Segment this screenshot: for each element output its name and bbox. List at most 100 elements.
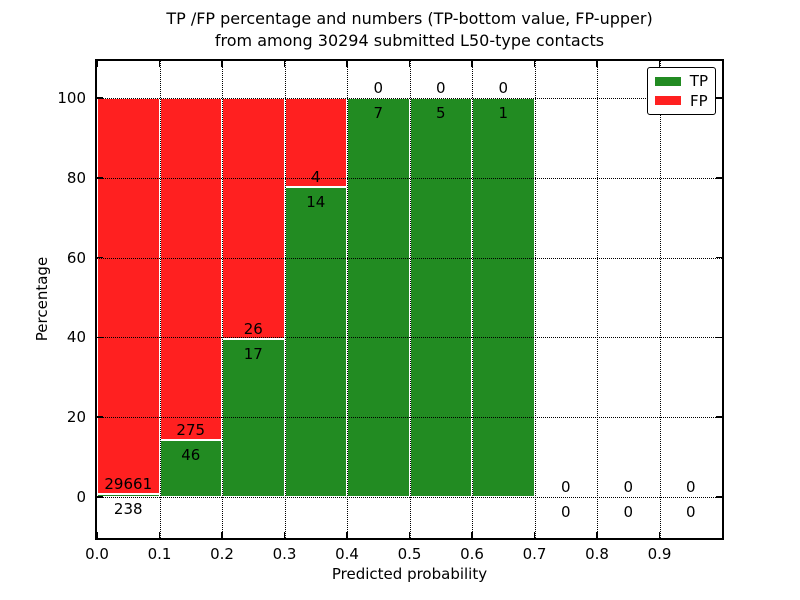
bar-segment-tp: [159, 439, 222, 497]
y-tick-right: [716, 496, 722, 498]
x-tick-top: [283, 61, 286, 67]
bar-segment-tp: [284, 186, 347, 497]
bar-label-tp: 7: [373, 104, 384, 123]
x-tick-label: 0.1: [147, 545, 172, 563]
gridline-vertical: [222, 61, 223, 538]
gridline-vertical: [409, 61, 411, 538]
x-tick-top: [533, 61, 536, 67]
gridline-vertical: [347, 61, 348, 538]
gridline-vertical: [659, 61, 661, 538]
legend-label-fp: FP: [690, 91, 708, 110]
y-tick-right: [716, 256, 722, 259]
legend: TP FP: [647, 67, 716, 115]
gridline-vertical: [534, 61, 536, 538]
x-tick-top: [471, 61, 473, 67]
bar-segment-tp: [97, 493, 160, 497]
bar-label-tp: 0: [685, 502, 696, 521]
x-tick-top: [658, 61, 661, 67]
y-tick-label: 0: [76, 487, 86, 506]
x-tick-bottom: [96, 532, 98, 538]
x-tick-bottom: [408, 532, 411, 538]
x-tick-label: 0.4: [335, 545, 359, 563]
bar-label-fp: 0: [623, 477, 634, 496]
y-tick-right: [716, 97, 722, 99]
bar-label-fp: 4: [310, 167, 321, 186]
x-tick-label: 0.2: [210, 545, 234, 563]
bar-label-fp: 0: [498, 79, 509, 98]
x-tick-bottom: [283, 532, 286, 538]
x-tick-label: 0.7: [522, 545, 547, 563]
legend-swatch-tp: [655, 76, 681, 86]
y-tick-label: 100: [57, 89, 86, 108]
x-tick-bottom: [221, 532, 223, 538]
bar-segment-tp: [472, 98, 535, 497]
x-tick-top: [158, 61, 161, 67]
gridline-vertical: [472, 61, 473, 538]
y-tick-label: 20: [66, 408, 86, 427]
y-tick-right: [716, 177, 722, 179]
bar-label-tp: 46: [181, 445, 201, 464]
x-tick-bottom: [471, 532, 473, 538]
bar-label-fp: 0: [435, 79, 446, 98]
x-tick-top: [346, 61, 348, 67]
x-tick-top: [96, 61, 98, 67]
x-tick-top: [408, 61, 411, 67]
x-tick-label: 0.8: [585, 545, 609, 563]
bar-label-fp: 0: [560, 477, 571, 496]
y-tick-left: [97, 336, 103, 339]
bar-segment-tp: [409, 98, 472, 497]
legend-label-tp: TP: [689, 72, 708, 91]
x-tick-label: 0.9: [647, 545, 672, 563]
plot-area: 29661 238 275 46 26 17 4 14 0 7 0 5 0 1 0 0 0 0 0 0: [96, 61, 722, 538]
x-axis-label: Predicted probability: [331, 565, 488, 583]
bar-label-fp: 275: [176, 420, 206, 439]
chart-title: TP /FP percentage and numbers (TP-bottom…: [97, 8, 722, 52]
y-tick-label: 60: [66, 248, 86, 267]
bar-label-fp: 29661: [104, 474, 153, 493]
y-tick-label: 40: [66, 328, 86, 347]
gridline-vertical: [284, 61, 286, 538]
y-tick-right: [716, 336, 722, 339]
gridline-vertical: [159, 61, 161, 538]
y-axis-label: Percentage: [33, 256, 51, 342]
x-tick-label: 0.6: [460, 545, 484, 563]
bar-segment-fp: [222, 98, 285, 340]
bar-label-tp: 17: [243, 345, 263, 364]
y-tick-left: [97, 416, 103, 418]
x-tick-label: 0.3: [272, 545, 297, 563]
x-tick-top: [221, 61, 223, 67]
bar-label-tp: 0: [623, 502, 634, 521]
y-tick-right: [716, 416, 722, 418]
legend-entry-tp: TP: [655, 73, 708, 89]
y-tick-label: 80: [66, 168, 86, 187]
bar-label-tp: 1: [498, 104, 509, 123]
legend-entry-fp: FP: [655, 93, 708, 109]
x-tick-bottom: [596, 532, 598, 538]
y-tick-left: [97, 256, 103, 259]
bar-label-tp: 14: [306, 192, 326, 211]
bar-segment-fp: [97, 98, 160, 494]
y-tick-left: [97, 496, 103, 498]
bar-label-fp: 0: [373, 79, 384, 98]
bar-label-fp: 0: [685, 477, 696, 496]
bar-segment-fp: [159, 98, 222, 440]
x-tick-bottom: [658, 532, 661, 538]
x-tick-bottom: [533, 532, 536, 538]
x-tick-label: 0.0: [85, 545, 109, 563]
bar-label-tp: 238: [113, 499, 143, 518]
x-tick-label: 0.5: [397, 545, 422, 563]
chart-title-line2: from among 30294 submitted L50-type cont…: [214, 31, 605, 50]
gridline-vertical: [597, 61, 598, 538]
chart-title-line1: TP /FP percentage and numbers (TP-bottom…: [166, 9, 653, 28]
y-tick-left: [97, 177, 103, 179]
bar-label-tp: 5: [435, 104, 446, 123]
y-tick-left: [97, 97, 103, 99]
x-tick-top: [596, 61, 598, 67]
x-tick-bottom: [158, 532, 161, 538]
x-tick-bottom: [346, 532, 348, 538]
bar-label-tp: 0: [560, 502, 571, 521]
bar-segment-tp: [347, 98, 410, 497]
bar-label-fp: 26: [243, 320, 263, 339]
legend-swatch-fp: [655, 96, 681, 106]
